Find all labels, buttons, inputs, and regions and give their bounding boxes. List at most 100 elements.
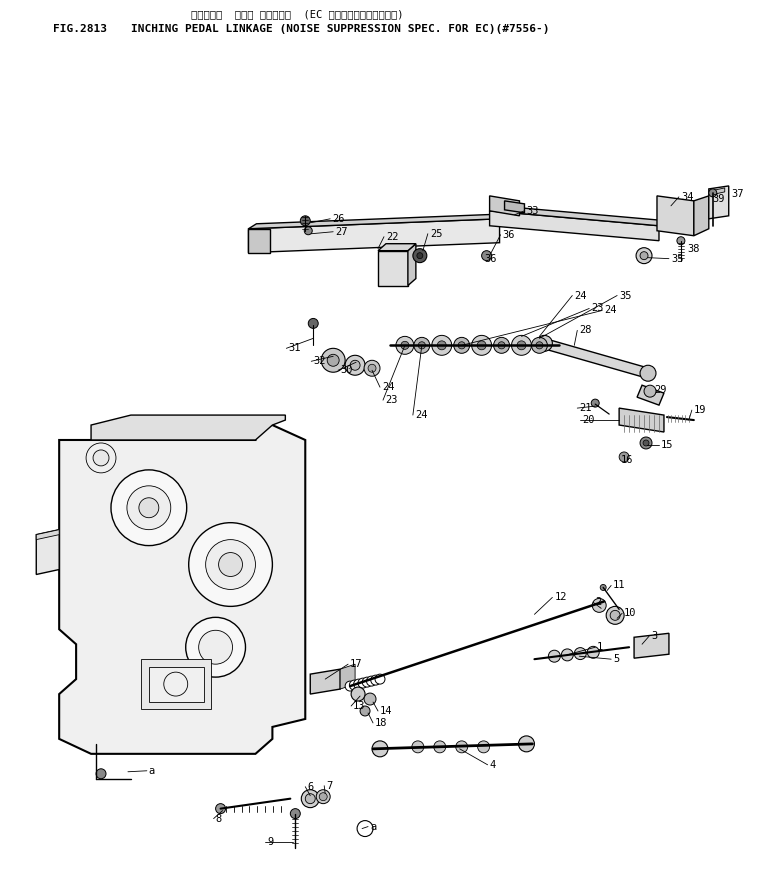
Circle shape <box>494 337 510 353</box>
Polygon shape <box>249 214 508 228</box>
Circle shape <box>412 741 424 753</box>
Circle shape <box>454 337 470 353</box>
Circle shape <box>349 680 359 690</box>
Polygon shape <box>657 196 694 235</box>
Text: 22: 22 <box>386 232 399 242</box>
Circle shape <box>536 342 543 349</box>
Text: 24: 24 <box>575 290 587 301</box>
Text: 12: 12 <box>554 592 567 603</box>
Circle shape <box>575 648 586 659</box>
Text: 26: 26 <box>333 214 345 224</box>
Text: 14: 14 <box>380 706 393 716</box>
Text: 36: 36 <box>502 229 515 240</box>
Text: 23: 23 <box>385 395 397 405</box>
Text: 20: 20 <box>582 415 595 425</box>
Text: 29: 29 <box>654 385 667 395</box>
Polygon shape <box>91 415 285 440</box>
Circle shape <box>472 336 492 355</box>
Text: 16: 16 <box>621 455 634 465</box>
Text: 6: 6 <box>307 781 314 792</box>
Text: 31: 31 <box>288 344 301 353</box>
Circle shape <box>549 651 560 662</box>
Circle shape <box>321 348 345 372</box>
Text: 24: 24 <box>415 410 428 420</box>
Circle shape <box>368 364 376 372</box>
Circle shape <box>610 610 620 620</box>
Circle shape <box>640 437 652 449</box>
Circle shape <box>419 342 425 349</box>
Circle shape <box>86 443 116 473</box>
Circle shape <box>417 253 423 259</box>
Circle shape <box>531 337 547 353</box>
Polygon shape <box>619 408 664 432</box>
Circle shape <box>186 617 246 678</box>
Circle shape <box>301 215 310 226</box>
Polygon shape <box>694 196 708 235</box>
Text: 18: 18 <box>375 718 387 728</box>
Circle shape <box>375 674 385 685</box>
Circle shape <box>319 793 327 800</box>
Text: 28: 28 <box>579 325 592 336</box>
Circle shape <box>477 341 486 350</box>
Polygon shape <box>634 633 669 658</box>
Circle shape <box>205 540 256 589</box>
Text: 8: 8 <box>215 814 222 823</box>
Circle shape <box>401 341 409 350</box>
Circle shape <box>364 360 380 376</box>
Circle shape <box>291 808 301 819</box>
Polygon shape <box>249 228 270 253</box>
Text: 35: 35 <box>619 290 632 301</box>
Polygon shape <box>310 669 340 694</box>
Text: 23: 23 <box>591 303 603 313</box>
Polygon shape <box>505 201 524 213</box>
Text: 32: 32 <box>314 357 326 366</box>
Text: 13: 13 <box>353 701 365 711</box>
Circle shape <box>434 741 446 753</box>
Circle shape <box>518 736 534 752</box>
Circle shape <box>607 606 624 624</box>
Text: 5: 5 <box>613 654 619 664</box>
Circle shape <box>708 189 717 197</box>
Text: 25: 25 <box>430 228 442 239</box>
Circle shape <box>345 355 365 375</box>
Text: 21: 21 <box>579 403 592 413</box>
Circle shape <box>317 790 330 804</box>
Circle shape <box>636 248 652 263</box>
Text: 1: 1 <box>597 642 603 652</box>
Polygon shape <box>708 186 729 219</box>
Polygon shape <box>408 243 416 285</box>
Text: a: a <box>149 766 155 776</box>
Circle shape <box>351 687 365 701</box>
Polygon shape <box>340 664 355 689</box>
Polygon shape <box>489 206 667 226</box>
Text: 27: 27 <box>335 227 348 237</box>
Bar <box>149 667 204 702</box>
Polygon shape <box>489 196 520 215</box>
Circle shape <box>478 741 489 753</box>
Circle shape <box>218 553 243 576</box>
Text: 33: 33 <box>527 206 539 216</box>
Circle shape <box>372 741 388 757</box>
Circle shape <box>482 250 492 261</box>
Circle shape <box>643 440 649 446</box>
Text: 35: 35 <box>671 254 683 263</box>
Circle shape <box>304 227 312 235</box>
Text: インチング  ペダル リンケージ  (EC のノイズサプレッション): インチング ペダル リンケージ (EC のノイズサプレッション) <box>191 10 403 19</box>
Polygon shape <box>711 187 724 194</box>
Circle shape <box>362 678 372 687</box>
Text: 24: 24 <box>604 305 616 316</box>
Circle shape <box>93 450 109 466</box>
Circle shape <box>354 679 364 689</box>
Circle shape <box>517 341 526 350</box>
Text: 38: 38 <box>687 243 699 254</box>
Circle shape <box>644 385 656 397</box>
Text: 17: 17 <box>350 659 362 669</box>
Text: 10: 10 <box>624 609 637 618</box>
Circle shape <box>164 672 188 696</box>
Circle shape <box>301 790 319 807</box>
Circle shape <box>358 678 368 688</box>
Circle shape <box>371 675 380 685</box>
Circle shape <box>640 252 648 260</box>
Polygon shape <box>378 243 416 250</box>
Bar <box>141 659 211 709</box>
